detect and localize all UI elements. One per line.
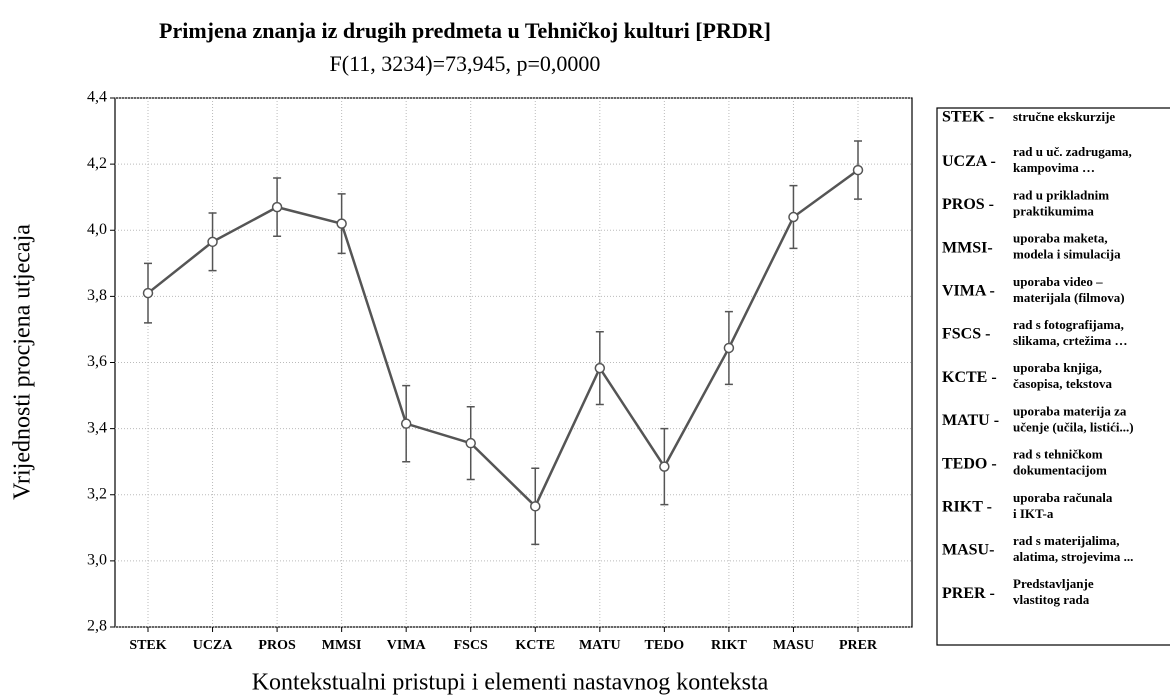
x-tick-label: MMSI <box>322 638 362 653</box>
data-point <box>336 218 347 229</box>
legend-desc: i IKT-a <box>1013 506 1054 521</box>
x-tick-label: MASU <box>773 638 814 653</box>
legend-desc: kampovima … <box>1013 160 1095 175</box>
legend-desc: Predstavljanje <box>1013 576 1094 591</box>
data-point <box>723 342 735 354</box>
x-axis-label: Kontekstualni pristupi i elementi nastav… <box>252 670 769 696</box>
legend-desc: uporaba materija za <box>1013 403 1127 418</box>
x-tick-label: MATU <box>579 638 621 653</box>
legend-desc: učenje (učila, listići...) <box>1013 419 1134 434</box>
legend-desc: praktikumima <box>1013 203 1094 218</box>
legend-desc: uporaba video – <box>1013 274 1103 289</box>
legend-desc: uporaba maketa, <box>1013 231 1108 246</box>
legend-box <box>936 107 1170 646</box>
x-tick-label: RIKT <box>711 638 747 653</box>
chart-subtitle: F(11, 3234)=73,945, p=0,0000 <box>330 51 601 76</box>
legend-desc: modela i simulacija <box>1013 247 1121 262</box>
data-point <box>594 362 606 374</box>
x-tick-label: VIMA <box>387 638 427 653</box>
legend-code: MATU - <box>942 412 999 429</box>
plot-frame <box>114 97 913 628</box>
y-tick-label: 3,6 <box>87 353 107 370</box>
legend-desc: uporaba računala <box>1013 490 1113 505</box>
legend-code: MMSI- <box>942 239 993 256</box>
data-point <box>788 211 799 223</box>
y-tick-label: 3,2 <box>87 485 107 502</box>
data-point <box>207 236 218 248</box>
x-tick-label: PRER <box>839 638 878 653</box>
legend-desc: slikama, crtežima … <box>1013 333 1127 348</box>
legend-code: TEDO - <box>942 455 997 472</box>
x-tick-label: STEK <box>129 638 166 653</box>
legend-desc: materijala (filmova) <box>1013 290 1125 305</box>
legend-code: UCZA - <box>942 153 996 170</box>
legend-desc: alatima, strojevima ... <box>1013 549 1133 564</box>
data-point <box>142 287 154 299</box>
legend-code: MASU- <box>942 542 994 559</box>
y-axis-label: Vrijednosti procjena utjecaja <box>10 224 36 500</box>
legend-desc: stručne ekskurzije <box>1013 109 1115 124</box>
y-tick-label: 3,0 <box>87 552 107 569</box>
legend-desc: rad u prikladnim <box>1013 187 1109 202</box>
legend-code: VIMA - <box>942 282 995 299</box>
legend-code: STEK - <box>942 109 994 126</box>
y-tick-label: 3,8 <box>87 287 107 304</box>
legend-code: PRER - <box>942 585 995 602</box>
data-point <box>530 501 541 512</box>
y-tick-label: 4,0 <box>87 221 107 238</box>
y-tick-label: 2,8 <box>87 618 107 635</box>
x-tick-label: FSCS <box>454 638 488 653</box>
legend-desc: rad u uč. zadrugama, <box>1013 144 1132 159</box>
legend-desc: časopisa, tekstova <box>1013 376 1112 391</box>
legend-desc: vlastitog rada <box>1013 592 1090 607</box>
legend-code: KCTE - <box>942 369 997 386</box>
data-point <box>852 164 864 176</box>
legend-desc: uporaba knjiga, <box>1013 360 1102 375</box>
legend-desc: rad s materijalima, <box>1013 533 1120 548</box>
y-tick-label: 4,2 <box>87 155 107 172</box>
x-tick-label: PROS <box>258 638 296 653</box>
x-tick-label: TEDO <box>645 638 685 653</box>
x-tick-label: KCTE <box>515 638 555 653</box>
chart-title: Primjena znanja iz drugih predmeta u Teh… <box>159 18 771 43</box>
legend-desc: rad s tehničkom <box>1013 447 1103 462</box>
data-point <box>271 201 283 213</box>
data-point <box>400 418 412 429</box>
legend-code: PROS - <box>942 196 994 213</box>
data-point <box>465 437 476 449</box>
legend-code: RIKT - <box>942 498 992 515</box>
legend-desc: dokumentacijom <box>1013 463 1107 478</box>
y-tick-label: 3,4 <box>87 419 107 436</box>
x-tick-label: UCZA <box>193 638 234 653</box>
data-point <box>659 461 670 472</box>
legend-code: FSCS - <box>942 326 990 343</box>
data-line <box>147 169 859 509</box>
legend-desc: rad s fotografijama, <box>1013 317 1124 332</box>
y-tick-label: 4,4 <box>87 89 107 106</box>
